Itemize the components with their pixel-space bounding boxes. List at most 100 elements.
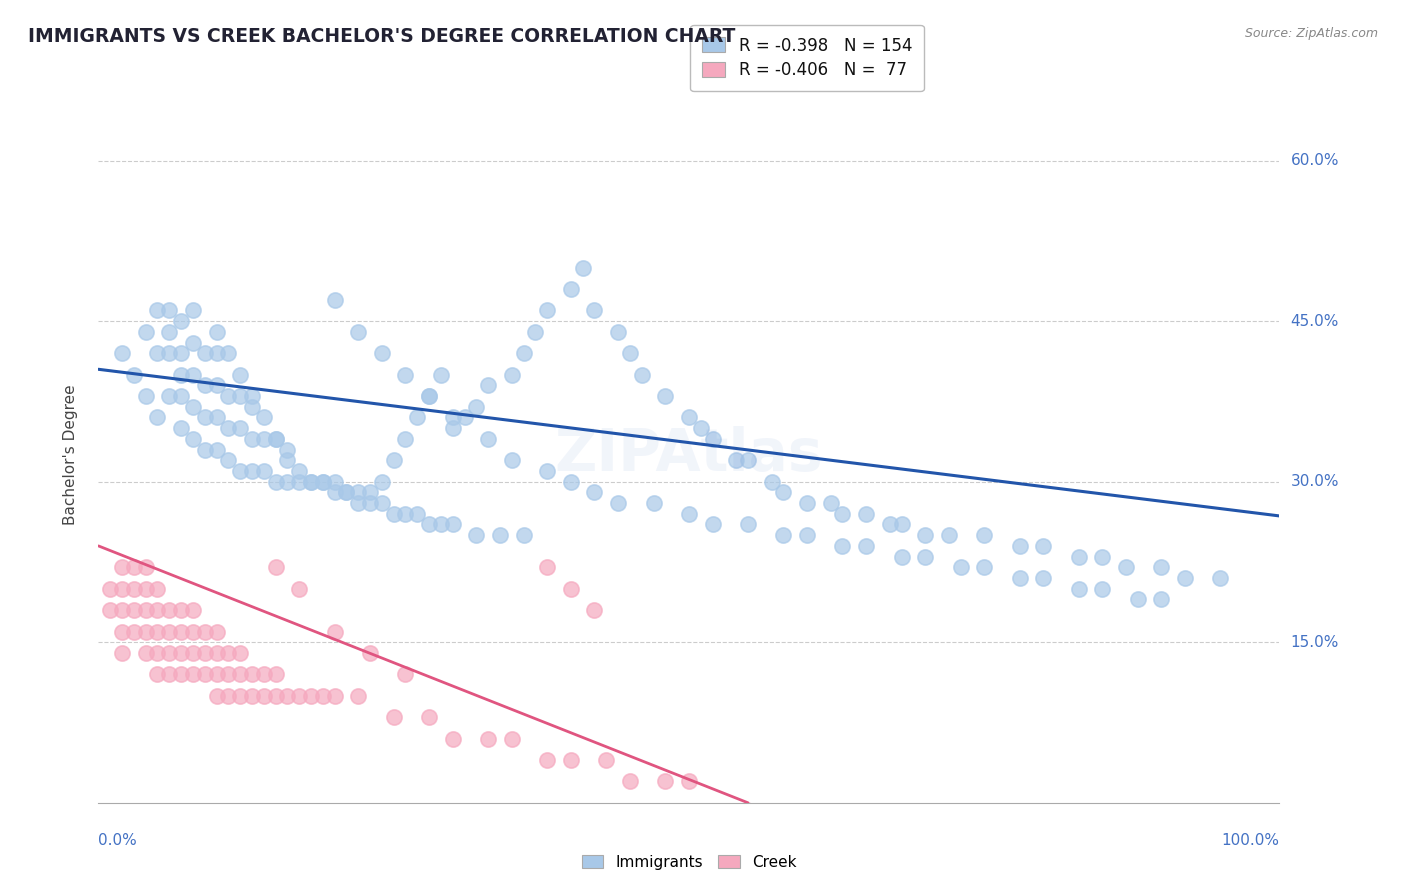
Point [157, 346, 180, 360]
Point [359, 485, 381, 500]
Point [737, 517, 759, 532]
Point [430, 368, 453, 382]
Point [441, 731, 464, 746]
Point [453, 410, 475, 425]
Point [678, 507, 700, 521]
Point [98, 603, 121, 617]
Point [583, 303, 606, 318]
Point [418, 517, 440, 532]
Point [607, 325, 630, 339]
Point [135, 389, 157, 403]
Point [181, 335, 204, 350]
Point [347, 325, 370, 339]
Point [382, 507, 405, 521]
Point [276, 453, 298, 467]
Point [229, 368, 252, 382]
Point [512, 528, 534, 542]
Point [630, 368, 652, 382]
Point [347, 689, 370, 703]
Point [146, 582, 169, 596]
Point [312, 475, 335, 489]
Point [949, 560, 972, 574]
Point [111, 346, 134, 360]
Point [276, 475, 298, 489]
Point [240, 400, 263, 414]
Text: 100.0%: 100.0% [1222, 833, 1279, 848]
Point [111, 624, 134, 639]
Point [855, 539, 877, 553]
Point [890, 517, 912, 532]
Point [418, 389, 440, 403]
Point [135, 603, 157, 617]
Point [264, 560, 287, 574]
Point [1209, 571, 1232, 585]
Point [253, 689, 276, 703]
Point [276, 442, 298, 457]
Point [1150, 560, 1173, 574]
Point [560, 475, 582, 489]
Point [264, 432, 287, 446]
Point [217, 421, 239, 435]
Point [536, 560, 558, 574]
Point [111, 646, 134, 660]
Point [217, 646, 239, 660]
Point [288, 475, 311, 489]
Point [229, 464, 252, 478]
Point [181, 603, 204, 617]
Point [122, 624, 145, 639]
Point [299, 689, 322, 703]
Point [371, 346, 394, 360]
Point [194, 624, 217, 639]
Point [359, 496, 381, 510]
Point [98, 582, 121, 596]
Point [122, 560, 145, 574]
Point [264, 689, 287, 703]
Point [217, 346, 239, 360]
Point [501, 731, 523, 746]
Point [194, 378, 217, 392]
Point [157, 624, 180, 639]
Point [217, 667, 239, 681]
Point [253, 410, 276, 425]
Point [264, 475, 287, 489]
Point [288, 689, 311, 703]
Point [973, 560, 995, 574]
Point [253, 432, 276, 446]
Point [323, 485, 346, 500]
Point [879, 517, 901, 532]
Point [240, 689, 263, 703]
Point [1008, 539, 1031, 553]
Point [217, 453, 239, 467]
Point [536, 303, 558, 318]
Point [1067, 582, 1090, 596]
Point [394, 507, 416, 521]
Point [536, 464, 558, 478]
Point [229, 389, 252, 403]
Text: 30.0%: 30.0% [1291, 475, 1339, 489]
Point [619, 346, 641, 360]
Point [914, 528, 936, 542]
Point [347, 485, 370, 500]
Text: 45.0%: 45.0% [1291, 314, 1339, 328]
Point [146, 667, 169, 681]
Point [1126, 592, 1149, 607]
Point [512, 346, 534, 360]
Point [264, 432, 287, 446]
Point [146, 303, 169, 318]
Point [890, 549, 912, 564]
Point [146, 346, 169, 360]
Point [725, 453, 748, 467]
Point [146, 603, 169, 617]
Point [146, 410, 169, 425]
Point [111, 603, 134, 617]
Point [181, 368, 204, 382]
Point [312, 689, 335, 703]
Point [1032, 571, 1054, 585]
Point [253, 667, 276, 681]
Point [205, 378, 228, 392]
Point [571, 260, 593, 275]
Point [583, 603, 606, 617]
Point [157, 389, 180, 403]
Point [1150, 592, 1173, 607]
Point [229, 421, 252, 435]
